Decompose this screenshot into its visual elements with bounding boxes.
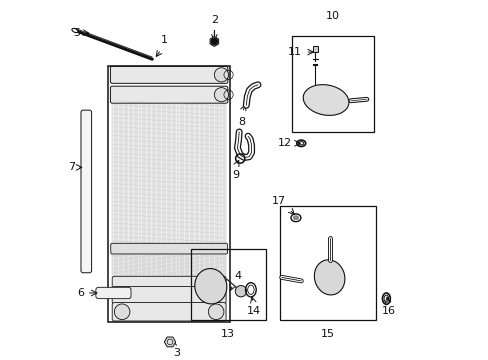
Text: 2: 2 (210, 15, 218, 25)
FancyBboxPatch shape (112, 302, 225, 321)
Bar (112, 253, 225, 277)
Circle shape (214, 68, 228, 82)
Text: 8: 8 (238, 117, 244, 127)
Text: 4: 4 (234, 271, 241, 281)
Text: 3: 3 (173, 348, 180, 357)
FancyBboxPatch shape (96, 287, 131, 299)
Text: 6: 6 (77, 288, 84, 298)
Ellipse shape (194, 269, 226, 304)
Text: 16: 16 (381, 306, 395, 316)
Ellipse shape (72, 28, 78, 33)
Text: 14: 14 (246, 306, 261, 316)
Ellipse shape (303, 85, 348, 116)
Text: 11: 11 (287, 47, 302, 57)
Circle shape (214, 87, 228, 102)
Text: 9: 9 (232, 170, 239, 180)
FancyBboxPatch shape (110, 66, 227, 84)
FancyBboxPatch shape (112, 276, 225, 289)
Bar (292, 36, 373, 132)
Text: 10: 10 (325, 10, 339, 21)
Bar (191, 249, 265, 320)
Polygon shape (210, 36, 218, 46)
Text: 1: 1 (161, 35, 168, 45)
FancyBboxPatch shape (112, 287, 225, 304)
Text: 13: 13 (220, 329, 234, 339)
Bar (280, 206, 375, 320)
Circle shape (114, 304, 130, 320)
Text: 5: 5 (74, 28, 81, 37)
FancyBboxPatch shape (81, 110, 91, 273)
Bar (112, 103, 225, 244)
FancyBboxPatch shape (110, 86, 227, 103)
Polygon shape (164, 337, 175, 347)
Ellipse shape (292, 216, 298, 220)
Circle shape (211, 38, 217, 45)
Text: 17: 17 (272, 197, 286, 206)
Circle shape (208, 304, 224, 320)
Text: 15: 15 (320, 329, 334, 339)
Bar (312, 46, 318, 52)
Bar (108, 66, 230, 322)
Circle shape (235, 285, 246, 297)
FancyBboxPatch shape (111, 243, 227, 254)
Text: 7: 7 (68, 162, 75, 172)
Ellipse shape (314, 260, 344, 295)
Text: 12: 12 (278, 138, 292, 148)
